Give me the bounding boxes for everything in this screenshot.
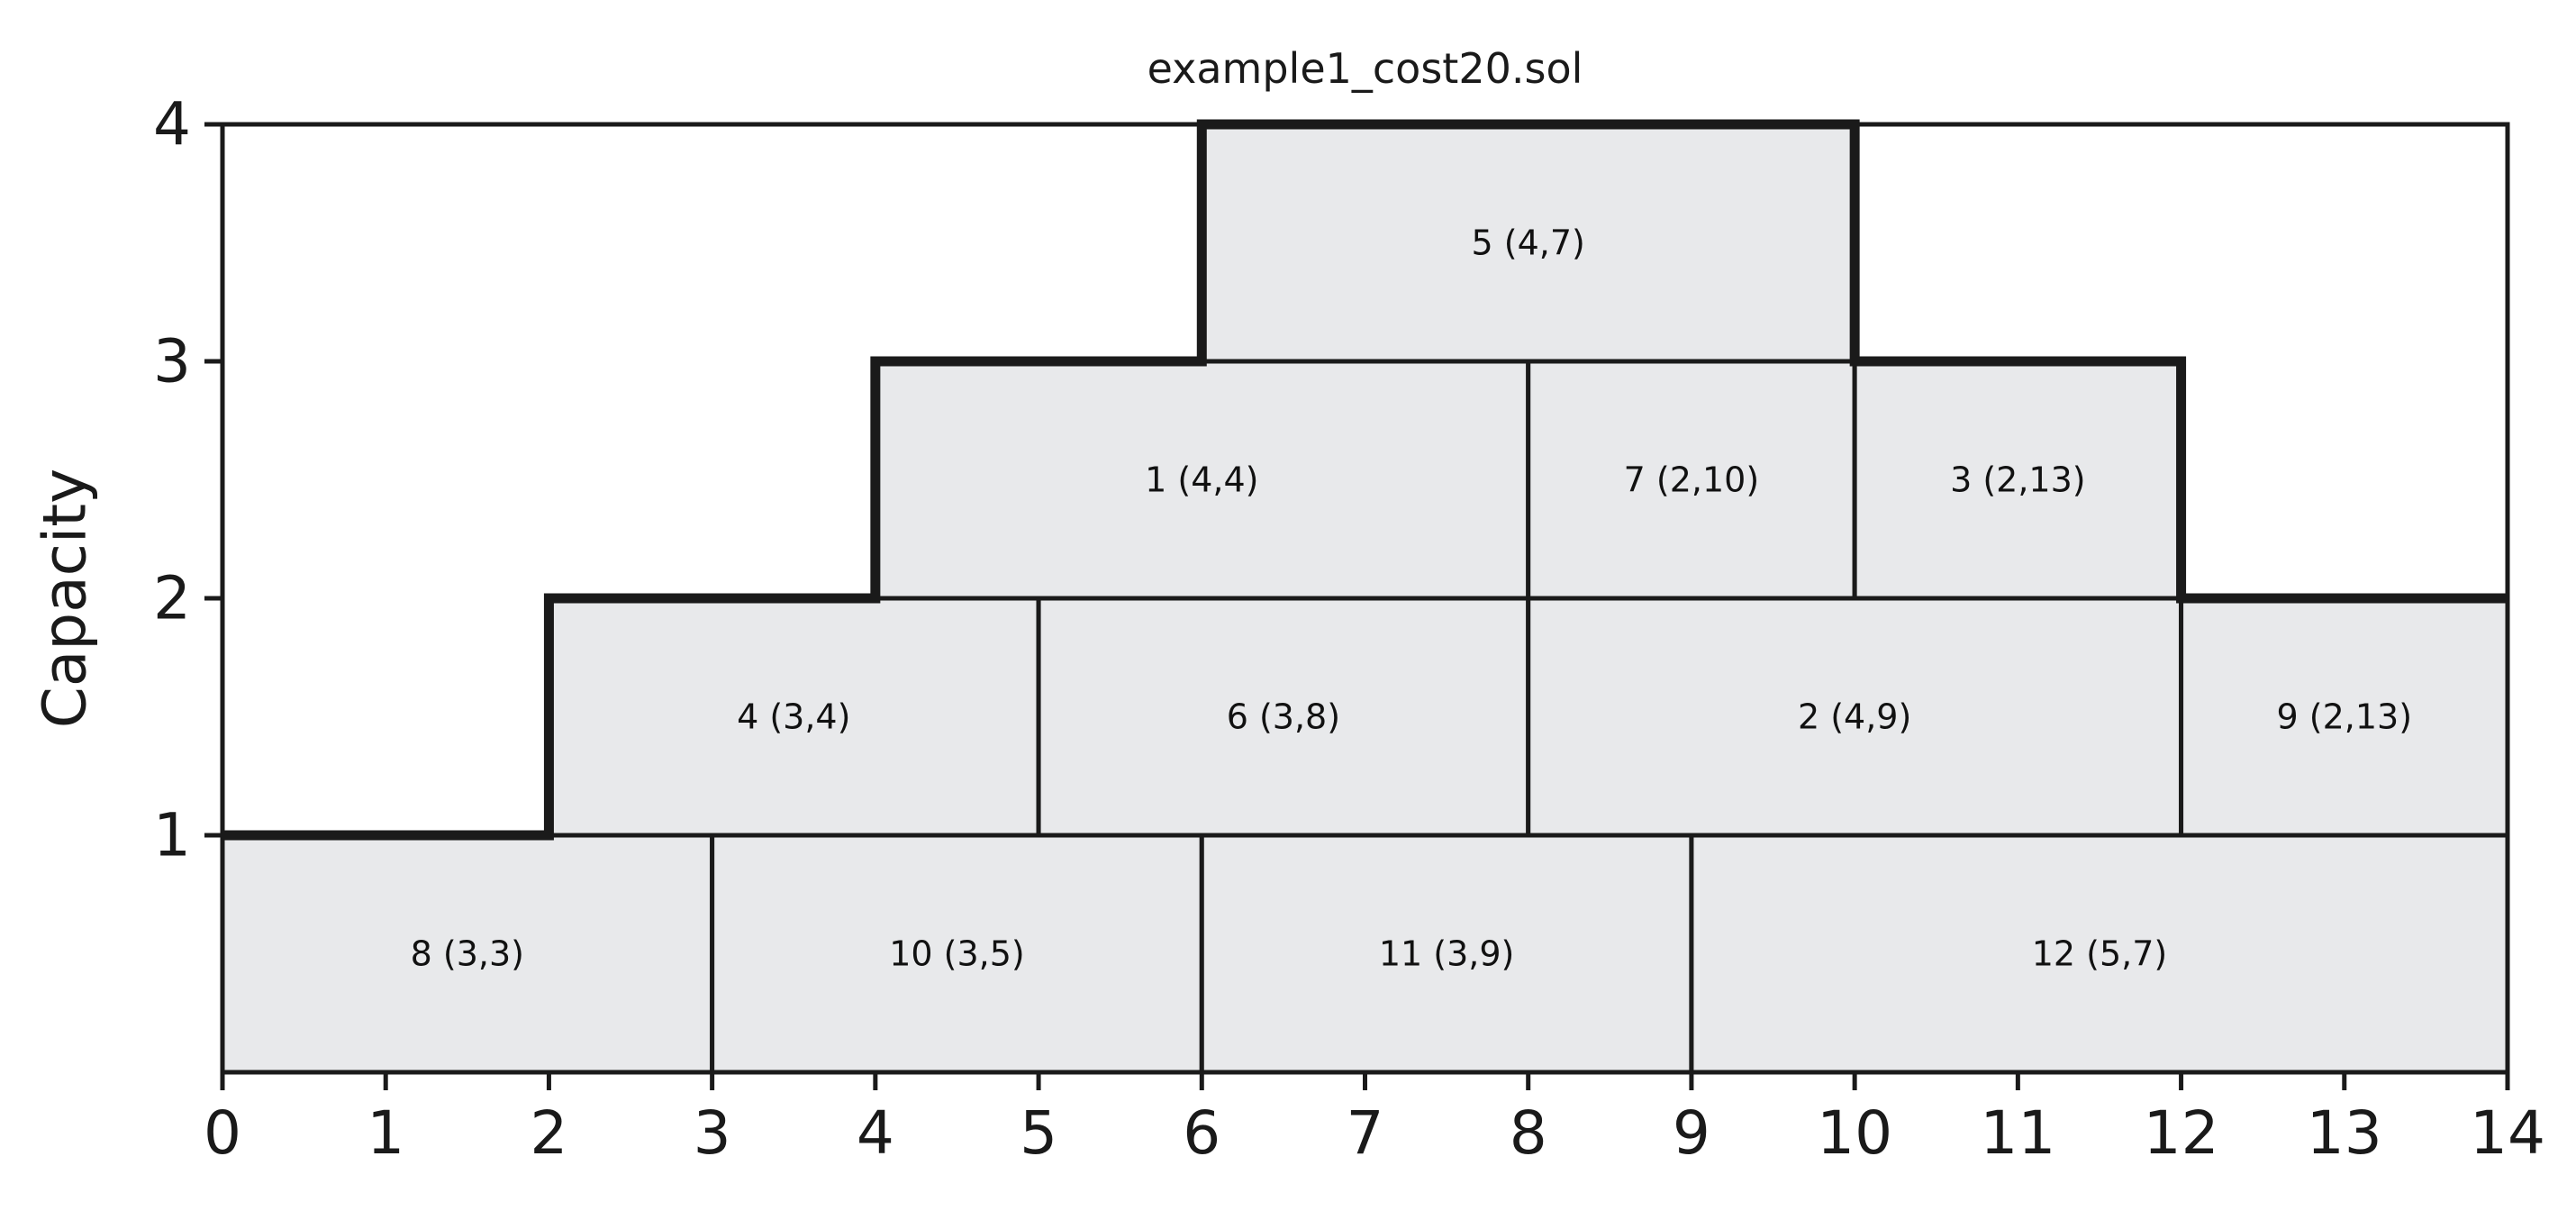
y-tick-label: 1 bbox=[153, 801, 191, 870]
task-block bbox=[1036, 596, 1531, 838]
task-block bbox=[546, 596, 1041, 838]
tasks-layer: 8 (3,3) 10 (3,5) 11 (3,9) 12 (5,7) 4 (3,4) 6 … bbox=[220, 122, 2510, 1075]
task-label: 9 (2,13) bbox=[2277, 697, 2413, 737]
x-tick-label: 9 bbox=[1673, 1098, 1710, 1168]
task-label: 5 (4,7) bbox=[1472, 223, 1585, 263]
task-label: 4 (3,4) bbox=[737, 697, 850, 737]
x-tick-label: 10 bbox=[1817, 1098, 1892, 1168]
x-tick-label: 4 bbox=[857, 1098, 894, 1168]
capacity-profile-layer bbox=[222, 119, 2508, 841]
x-tick-label: 8 bbox=[1510, 1098, 1547, 1168]
capacity-profile-line bbox=[222, 119, 2508, 841]
task-label: 10 (3,5) bbox=[889, 934, 1025, 974]
task-block bbox=[1526, 359, 1857, 601]
task-block bbox=[220, 833, 715, 1075]
task-label: 3 (2,13) bbox=[1950, 460, 2086, 500]
task-label: 11 (3,9) bbox=[1379, 934, 1515, 974]
x-tick-label: 14 bbox=[2470, 1098, 2545, 1168]
x-tick-label: 2 bbox=[530, 1098, 567, 1168]
x-tick-label: 7 bbox=[1347, 1098, 1384, 1168]
x-tick-label: 12 bbox=[2144, 1098, 2219, 1168]
x-tick-label: 1 bbox=[367, 1098, 404, 1168]
chart-title: example1_cost20.sol bbox=[1147, 44, 1583, 93]
x-tick-label: 11 bbox=[1980, 1098, 2055, 1168]
task-label: 2 (4,9) bbox=[1798, 697, 1911, 737]
x-tick-label: 3 bbox=[694, 1098, 731, 1168]
task-label: 8 (3,3) bbox=[411, 934, 524, 974]
task-block bbox=[873, 359, 1531, 601]
task-label: 12 (5,7) bbox=[2032, 934, 2168, 974]
y-tick-label: 3 bbox=[153, 327, 191, 396]
x-tick-label: 5 bbox=[1020, 1098, 1057, 1168]
task-label: 7 (2,10) bbox=[1624, 460, 1760, 500]
y-axis-label: Capacity bbox=[31, 469, 100, 728]
task-block bbox=[2179, 596, 2510, 838]
x-tick-label: 13 bbox=[2307, 1098, 2382, 1168]
task-label: 6 (3,8) bbox=[1227, 697, 1340, 737]
task-block bbox=[1526, 596, 2184, 838]
x-tick-label: 0 bbox=[204, 1098, 241, 1168]
x-tick-label: 6 bbox=[1183, 1098, 1220, 1168]
y-tick-label: 2 bbox=[153, 564, 191, 633]
y-tick-label: 4 bbox=[153, 90, 191, 159]
task-label: 1 (4,4) bbox=[1145, 460, 1258, 500]
